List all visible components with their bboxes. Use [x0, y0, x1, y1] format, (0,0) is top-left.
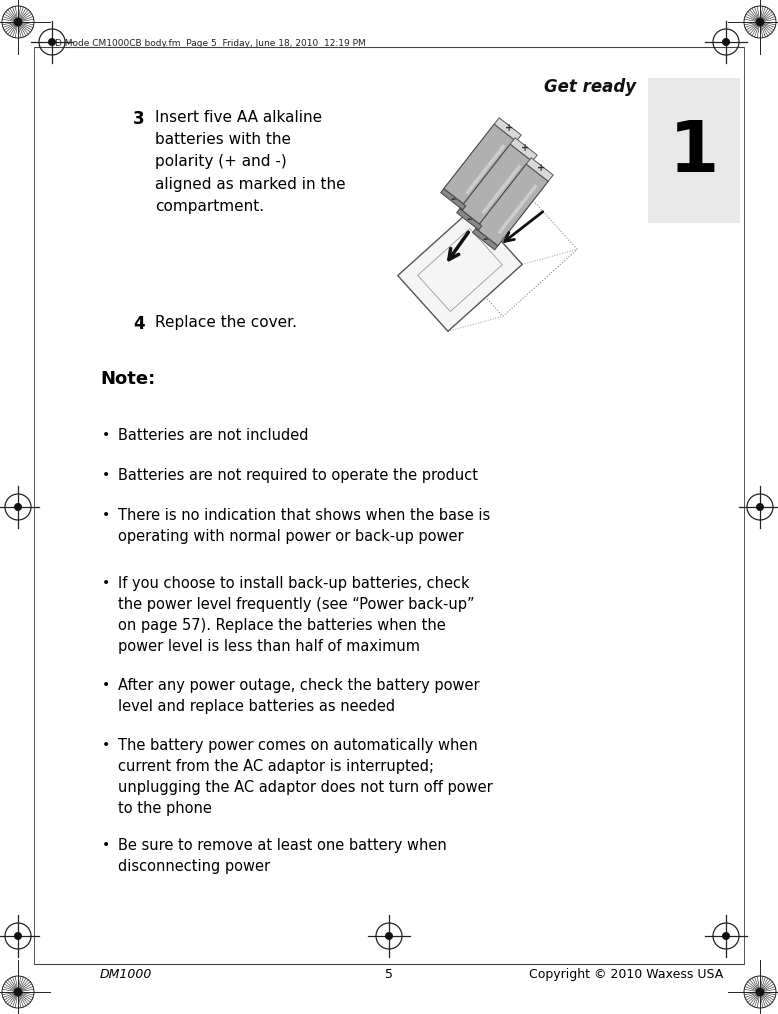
Text: The battery power comes on automatically when
current from the AC adaptor is int: The battery power comes on automatically…: [118, 738, 492, 816]
Circle shape: [14, 18, 22, 26]
Circle shape: [14, 988, 22, 996]
Text: 1: 1: [669, 118, 719, 187]
Text: Note:: Note:: [100, 370, 156, 388]
Text: •: •: [102, 838, 110, 852]
Text: DM1000: DM1000: [100, 968, 152, 981]
Circle shape: [385, 932, 393, 940]
Circle shape: [48, 39, 56, 46]
Polygon shape: [440, 189, 466, 210]
Text: Insert five AA alkaline
batteries with the
polarity (+ and -)
aligned as marked : Insert five AA alkaline batteries with t…: [155, 110, 345, 214]
Text: •: •: [102, 508, 110, 522]
Circle shape: [722, 932, 730, 940]
Text: If you choose to install back-up batteries, check
the power level frequently (se: If you choose to install back-up batteri…: [118, 576, 475, 654]
Polygon shape: [526, 158, 553, 182]
Circle shape: [756, 503, 764, 511]
Circle shape: [756, 988, 764, 996]
Circle shape: [756, 18, 764, 26]
Text: +: +: [505, 123, 513, 133]
Polygon shape: [457, 209, 482, 230]
Polygon shape: [443, 124, 517, 206]
Text: Replace the cover.: Replace the cover.: [155, 315, 297, 330]
Text: +: +: [537, 163, 545, 173]
Bar: [648, 78, 740, 223]
Text: Be sure to remove at least one battery when
disconnecting power: Be sure to remove at least one battery w…: [118, 838, 447, 874]
Circle shape: [722, 39, 730, 46]
Text: Batteries are not included: Batteries are not included: [118, 428, 309, 443]
Text: -: -: [450, 194, 455, 206]
Text: Batteries are not required to operate the product: Batteries are not required to operate th…: [118, 468, 478, 483]
Text: 4: 4: [133, 315, 145, 333]
Text: There is no indication that shows when the base is
operating with normal power o: There is no indication that shows when t…: [118, 508, 490, 544]
Polygon shape: [494, 118, 521, 141]
Circle shape: [14, 932, 22, 940]
Text: Copyright © 2010 Waxess USA: Copyright © 2010 Waxess USA: [529, 968, 723, 981]
Text: -: -: [482, 233, 488, 246]
Text: 3: 3: [133, 110, 145, 128]
Text: •: •: [102, 576, 110, 590]
Polygon shape: [475, 164, 548, 246]
Polygon shape: [398, 209, 522, 332]
Polygon shape: [473, 229, 498, 249]
Circle shape: [14, 503, 22, 511]
Text: -: -: [466, 213, 471, 226]
Text: Get ready: Get ready: [544, 78, 636, 96]
Text: •: •: [102, 428, 110, 442]
Text: +: +: [521, 143, 529, 153]
Text: •: •: [102, 678, 110, 692]
Polygon shape: [510, 138, 537, 161]
Text: After any power outage, check the battery power
level and replace batteries as n: After any power outage, check the batter…: [118, 678, 479, 714]
Text: •: •: [102, 738, 110, 752]
Text: 5: 5: [385, 968, 393, 981]
Text: •: •: [102, 468, 110, 482]
Polygon shape: [460, 144, 532, 226]
Text: D Mode CM1000CB body.fm  Page 5  Friday, June 18, 2010  12:19 PM: D Mode CM1000CB body.fm Page 5 Friday, J…: [55, 40, 366, 49]
